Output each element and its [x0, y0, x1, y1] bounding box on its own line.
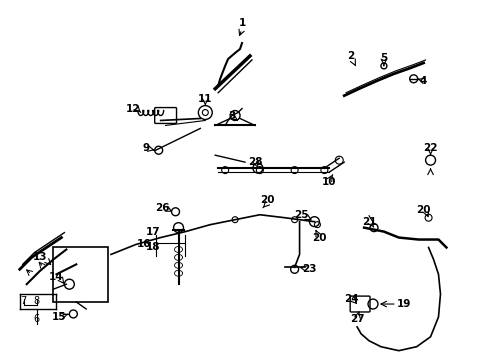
- Text: 13: 13: [32, 252, 47, 262]
- Bar: [53, 247, 108, 302]
- Text: 22: 22: [423, 143, 437, 153]
- Text: 25: 25: [294, 210, 308, 220]
- Text: 5: 5: [380, 53, 387, 63]
- Text: 15: 15: [52, 312, 66, 322]
- Text: 19: 19: [396, 299, 410, 309]
- Text: 8: 8: [34, 296, 40, 306]
- Text: 9: 9: [142, 143, 149, 153]
- FancyBboxPatch shape: [154, 108, 176, 123]
- Text: 21: 21: [361, 217, 375, 227]
- Text: 26: 26: [155, 203, 169, 213]
- Text: 10: 10: [322, 177, 336, 187]
- Text: 17: 17: [145, 226, 160, 237]
- Text: 14: 14: [49, 272, 63, 282]
- Text: 3: 3: [228, 111, 235, 121]
- Text: 2: 2: [347, 51, 354, 61]
- Text: 20: 20: [311, 233, 326, 243]
- Text: 20: 20: [260, 195, 275, 205]
- Text: 1: 1: [238, 18, 245, 28]
- Text: 24: 24: [343, 294, 358, 304]
- Text: 27: 27: [349, 314, 364, 324]
- Text: 16: 16: [136, 239, 151, 249]
- Text: 28: 28: [247, 157, 262, 167]
- Text: 7: 7: [20, 296, 27, 306]
- Text: 11: 11: [198, 94, 212, 104]
- Text: 23: 23: [302, 264, 316, 274]
- Text: 12: 12: [125, 104, 140, 113]
- Text: 18: 18: [145, 243, 160, 252]
- Text: 4: 4: [419, 76, 427, 86]
- Text: 6: 6: [34, 314, 40, 324]
- FancyBboxPatch shape: [349, 296, 369, 312]
- Text: 20: 20: [415, 205, 430, 215]
